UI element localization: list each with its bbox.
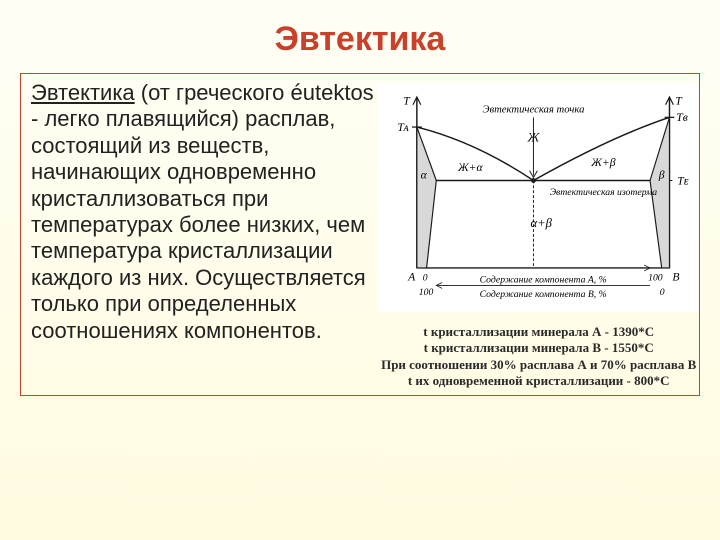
label-b: B <box>673 271 680 284</box>
slide-title: Эвтектика <box>20 20 700 59</box>
axis-0-1: 0 <box>423 273 428 284</box>
axis-100-1: 100 <box>648 273 663 284</box>
axis-label-1: Содержание компонента A, % <box>480 275 607 286</box>
label-eutectic-point: Эвтектическая точка <box>483 103 585 115</box>
label-te: Tᴇ <box>678 174 689 187</box>
label-eutectic-iso: Эвтектическая изотерма <box>550 187 658 198</box>
caption-line-3: При соотношении 30% расплава А и 70% рас… <box>378 357 699 373</box>
region-la: Ж+α <box>457 161 484 174</box>
figure-column: T T Tᴀ Tв Tᴇ Эвтектическая точка Эвтекти… <box>378 80 699 389</box>
region-alpha: α <box>421 169 428 182</box>
label-ta: Tᴀ <box>398 121 409 134</box>
slide: Эвтектика Эвтектика (от греческого éutek… <box>0 0 720 540</box>
figure-caption: t кристаллизации минерала А - 1390*С t к… <box>378 324 699 389</box>
label-tb: Tв <box>677 111 689 124</box>
definition-term: Эвтектика <box>31 80 135 105</box>
caption-line-1: t кристаллизации минерала А - 1390*С <box>378 324 699 340</box>
region-beta: β <box>658 169 665 182</box>
axis-0-2: 0 <box>660 287 665 298</box>
axis-100-2: 100 <box>419 287 434 298</box>
eutectic-point <box>531 178 536 183</box>
caption-line-2: t кристаллизации минерала В - 1550*С <box>378 340 699 356</box>
phase-diagram: T T Tᴀ Tв Tᴇ Эвтектическая точка Эвтекти… <box>378 80 699 315</box>
region-lb: Ж+β <box>591 156 617 169</box>
definition-text: Эвтектика (от греческого éutektos - легк… <box>31 80 378 389</box>
region-ab: α+β <box>531 216 553 230</box>
caption-line-4: t их одновременной кристаллизации - 800*… <box>378 373 699 389</box>
definition-body: (от греческого éutektos - легко плавящий… <box>31 80 374 343</box>
axis-label-2: Содержание компонента B, % <box>480 289 607 300</box>
slide-content: Эвтектика (от греческого éutektos - легк… <box>20 73 700 396</box>
label-a: A <box>407 271 416 284</box>
region-liquid: Ж <box>527 131 541 145</box>
